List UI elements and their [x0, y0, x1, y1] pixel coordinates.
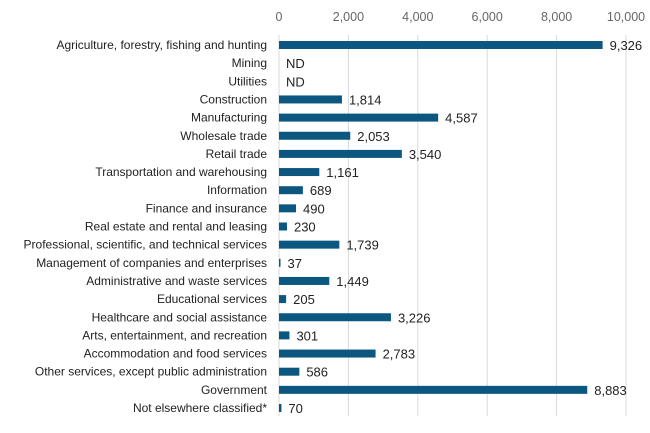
bar	[279, 349, 376, 358]
bar	[279, 41, 603, 49]
data-label: 70	[288, 401, 302, 416]
category-label: Mining	[232, 56, 267, 70]
x-tick-label: 8,000	[541, 10, 572, 24]
x-tick-label: 0	[276, 10, 283, 24]
bar	[279, 313, 391, 322]
x-tick-label: 4,000	[402, 10, 433, 24]
data-label: 1,161	[326, 165, 359, 180]
category-label: Real estate and rental and leasing	[85, 220, 267, 234]
category-label: Construction	[200, 92, 267, 106]
category-label: Accommodation and food services	[84, 347, 267, 361]
data-label: 3,226	[398, 310, 431, 325]
data-label: 490	[303, 201, 325, 216]
category-label: Manufacturing	[191, 111, 267, 125]
bar	[279, 331, 290, 340]
bar	[279, 385, 588, 394]
category-label: Information	[207, 183, 267, 197]
x-tick-label: 6,000	[472, 10, 503, 24]
data-label: 2,783	[383, 347, 416, 362]
bar	[279, 222, 287, 231]
category-label: Professional, scientific, and technical …	[24, 238, 267, 252]
category-label: Other services, except public administra…	[35, 365, 267, 379]
bar	[279, 95, 342, 104]
data-label: 2,053	[357, 129, 390, 144]
data-label: ND	[286, 74, 305, 89]
data-label: 1,814	[349, 92, 382, 107]
bar	[279, 113, 439, 122]
data-label: 301	[296, 328, 318, 343]
bar	[279, 149, 402, 158]
data-label: 37	[288, 256, 302, 271]
category-label: Arts, entertainment, and recreation	[82, 328, 267, 342]
bar	[279, 131, 351, 140]
category-label: Wholesale trade	[180, 129, 267, 143]
bar	[279, 367, 300, 376]
bar	[279, 295, 287, 304]
data-label: 230	[294, 220, 316, 235]
data-label: 4,587	[445, 111, 478, 126]
category-label: Transportation and warehousing	[95, 165, 267, 179]
bar	[279, 168, 320, 177]
data-label: 3,540	[409, 147, 442, 162]
bar	[279, 204, 297, 213]
category-label: Educational services	[157, 292, 267, 306]
category-label: Administrative and waste services	[86, 274, 267, 288]
x-tick-label: 10,000	[607, 10, 645, 24]
category-label: Management of companies and enterprises	[36, 256, 267, 270]
data-label: ND	[286, 56, 305, 71]
data-label: 9,326	[610, 38, 643, 53]
category-label: Healthcare and social assistance	[92, 310, 268, 324]
data-label: 8,883	[594, 383, 627, 398]
x-tick-label: 2,000	[333, 10, 364, 24]
bar	[279, 258, 281, 267]
data-label: 689	[310, 183, 332, 198]
category-label: Retail trade	[206, 147, 268, 161]
category-label: Not elsewhere classified*	[133, 401, 267, 415]
category-label: Agriculture, forestry, fishing and hunti…	[56, 38, 267, 52]
bar	[279, 404, 282, 412]
bar	[279, 240, 340, 249]
data-label: 1,449	[336, 274, 369, 289]
category-label: Finance and insurance	[146, 201, 268, 215]
bar	[279, 276, 330, 285]
data-label: 1,739	[346, 238, 379, 253]
category-label: Utilities	[228, 74, 267, 88]
category-label: Government	[201, 383, 268, 397]
data-label: 586	[306, 365, 328, 380]
bar	[279, 186, 303, 195]
data-label: 205	[293, 292, 315, 307]
